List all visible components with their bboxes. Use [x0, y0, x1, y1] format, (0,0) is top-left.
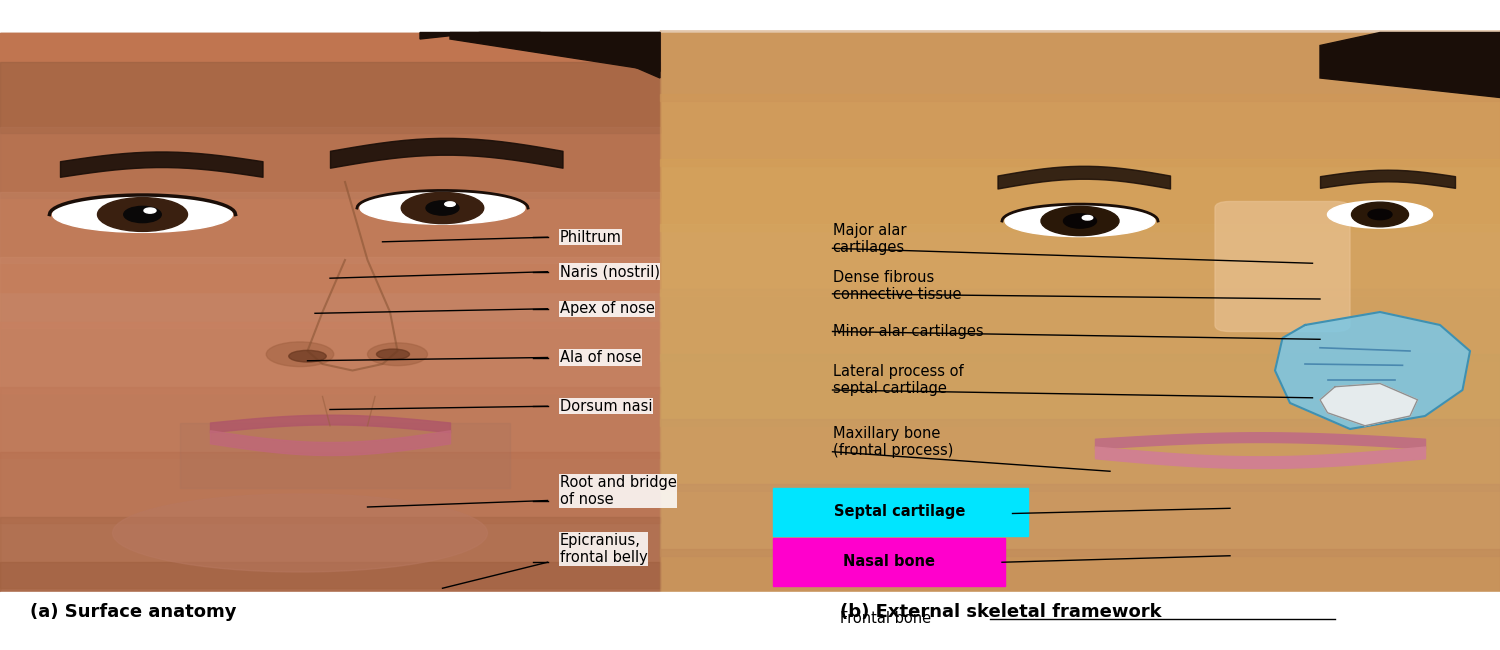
- Ellipse shape: [368, 343, 428, 365]
- Bar: [0, 62, 660, 133]
- Bar: [660, 29, 1500, 101]
- Text: Maxillary bone
(frontal process): Maxillary bone (frontal process): [833, 426, 952, 458]
- Ellipse shape: [1368, 209, 1392, 220]
- Text: Minor alar cartilages: Minor alar cartilages: [833, 324, 983, 339]
- Bar: [772, 538, 1005, 586]
- Bar: [0, 192, 660, 263]
- Ellipse shape: [376, 349, 410, 359]
- Text: Dorsum nasi: Dorsum nasi: [560, 398, 652, 414]
- Bar: [660, 419, 1500, 491]
- Ellipse shape: [1328, 201, 1432, 228]
- Bar: [660, 484, 1500, 556]
- Text: Lateral process of
septal cartilage: Lateral process of septal cartilage: [833, 364, 963, 396]
- Ellipse shape: [288, 350, 327, 362]
- Ellipse shape: [1041, 207, 1119, 236]
- Polygon shape: [450, 32, 660, 72]
- Text: Major alar
cartilages: Major alar cartilages: [833, 223, 906, 255]
- Bar: [0, 517, 660, 588]
- Text: Apex of nose: Apex of nose: [560, 301, 654, 317]
- Ellipse shape: [1005, 205, 1155, 237]
- Bar: [0, 322, 660, 393]
- Bar: [660, 159, 1500, 231]
- Bar: [180, 422, 510, 488]
- Bar: [0, 32, 660, 598]
- Polygon shape: [420, 32, 660, 78]
- Text: Frontal bone: Frontal bone: [840, 611, 932, 627]
- Bar: [660, 354, 1500, 426]
- Bar: [0, 0, 1500, 29]
- Bar: [660, 289, 1500, 361]
- Bar: [660, 32, 1500, 598]
- Text: Dense fibrous
connective tissue: Dense fibrous connective tissue: [833, 270, 962, 302]
- Ellipse shape: [98, 198, 188, 231]
- Text: Epicranius,
frontal belly: Epicranius, frontal belly: [560, 533, 648, 566]
- Bar: [660, 549, 1500, 621]
- Text: Root and bridge
of nose: Root and bridge of nose: [560, 474, 676, 507]
- Ellipse shape: [112, 494, 488, 572]
- Bar: [660, 32, 825, 598]
- Ellipse shape: [53, 196, 232, 233]
- Bar: [772, 488, 1028, 536]
- Polygon shape: [1320, 384, 1418, 426]
- Bar: [660, 224, 1500, 296]
- Ellipse shape: [444, 202, 456, 206]
- Bar: [0, 592, 1500, 650]
- Ellipse shape: [1352, 202, 1408, 227]
- Text: (a) Surface anatomy: (a) Surface anatomy: [30, 603, 237, 621]
- Bar: [0, 257, 660, 328]
- Ellipse shape: [1083, 216, 1092, 220]
- Ellipse shape: [1064, 214, 1096, 228]
- Text: Septal cartilage: Septal cartilage: [834, 504, 966, 519]
- Bar: [0, 562, 660, 634]
- Bar: [660, 94, 1500, 166]
- Ellipse shape: [360, 192, 525, 224]
- Text: Philtrum: Philtrum: [560, 229, 621, 245]
- Ellipse shape: [426, 201, 459, 215]
- Ellipse shape: [144, 208, 156, 213]
- Polygon shape: [1275, 312, 1470, 429]
- Ellipse shape: [267, 342, 333, 367]
- Ellipse shape: [123, 207, 162, 222]
- Bar: [660, 32, 1500, 598]
- Polygon shape: [1320, 32, 1500, 98]
- Bar: [0, 387, 660, 458]
- Bar: [0, 127, 660, 198]
- Ellipse shape: [402, 192, 483, 224]
- Text: Naris (nostril): Naris (nostril): [560, 264, 660, 280]
- Bar: [0, 452, 660, 523]
- Text: (b) External skeletal framework: (b) External skeletal framework: [840, 603, 1161, 621]
- Text: Ala of nose: Ala of nose: [560, 350, 640, 365]
- FancyBboxPatch shape: [1215, 202, 1350, 332]
- Bar: [0, 32, 660, 598]
- FancyBboxPatch shape: [0, 32, 660, 292]
- Text: Nasal bone: Nasal bone: [843, 554, 934, 569]
